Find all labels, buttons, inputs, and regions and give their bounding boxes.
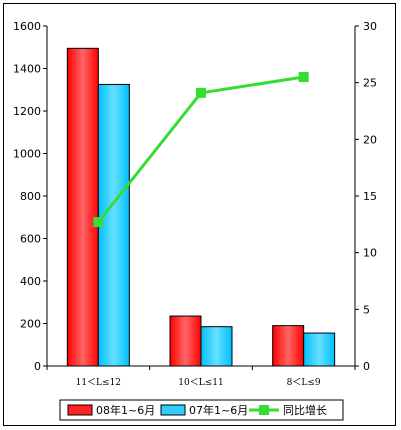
legend-swatch-0 bbox=[67, 404, 93, 416]
growth-point-0 bbox=[93, 217, 104, 228]
y2-tick-label-2: 10 bbox=[363, 247, 377, 260]
y2-tick-label-0: 0 bbox=[363, 360, 370, 373]
legend-label-0: 08年1~6月 bbox=[96, 403, 155, 417]
x-tick-label-0: 11＜L≤12 bbox=[76, 378, 121, 388]
legend: 08年1~6月 07年1~6月 同比增长 bbox=[59, 399, 344, 421]
y-tick-label-5: 1000 bbox=[13, 148, 41, 161]
y2-tick-label-1: 5 bbox=[363, 303, 370, 316]
bar-08-0 bbox=[66, 47, 99, 367]
y-tick-label-2: 400 bbox=[20, 275, 41, 288]
bar-08-2 bbox=[272, 325, 305, 367]
legend-label-2: 同比增长 bbox=[283, 403, 327, 417]
growth-point-2 bbox=[298, 72, 309, 82]
y-tick-label-7: 1400 bbox=[13, 63, 41, 76]
y2-tick-label-3: 15 bbox=[363, 190, 377, 203]
y2-tick-label-6: 30 bbox=[363, 20, 377, 33]
bar-07-2 bbox=[303, 332, 336, 367]
bar-07-1 bbox=[200, 326, 233, 367]
y-tick-label-1: 200 bbox=[20, 318, 41, 331]
y-tick-label-3: 600 bbox=[20, 233, 41, 246]
y-tick-label-8: 1600 bbox=[13, 20, 41, 33]
x-tick-label-1: 10＜L≤11 bbox=[178, 378, 223, 388]
y-tick-label-0: 0 bbox=[34, 360, 41, 373]
x-tick-label-2: 8＜L≤9 bbox=[287, 378, 321, 388]
legend-line-marker bbox=[259, 405, 269, 415]
plot-area: 0 200 400 600 800 1000 1200 1400 1600 0 5 10 15 20 25 3… bbox=[13, 20, 377, 388]
growth-point-1 bbox=[196, 87, 206, 98]
legend-box bbox=[59, 399, 344, 421]
bar-08-1 bbox=[169, 315, 202, 367]
legend-swatch-1 bbox=[160, 404, 186, 416]
y-tick-label-4: 800 bbox=[20, 190, 41, 203]
y2-tick-label-4: 20 bbox=[363, 133, 377, 146]
legend-label-1: 07年1~6月 bbox=[189, 403, 248, 417]
y-tick-label-6: 1200 bbox=[13, 105, 41, 118]
y2-tick-label-5: 25 bbox=[363, 77, 377, 90]
